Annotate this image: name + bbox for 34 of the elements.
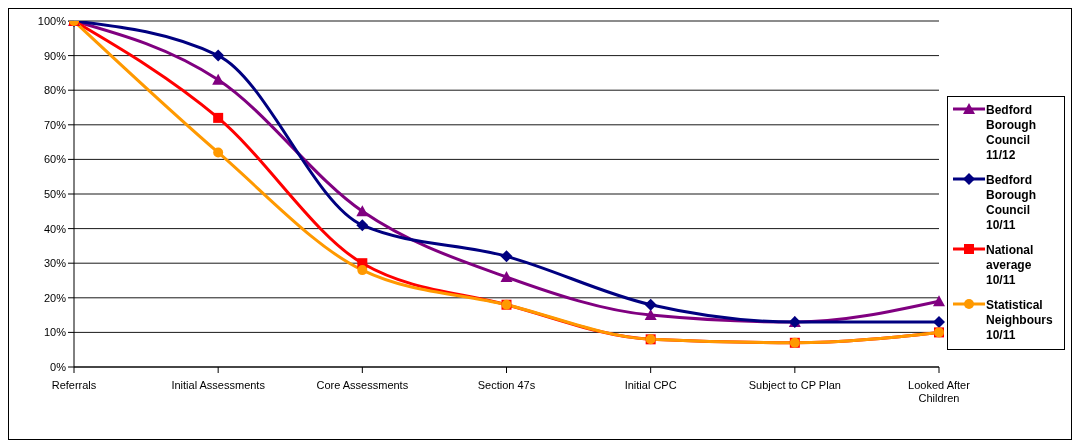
point: [644, 309, 657, 321]
x-tick-label: Subject to CP Plan: [748, 379, 841, 391]
point: [933, 316, 945, 329]
y-tick-label: 10%: [43, 326, 67, 339]
point: [212, 49, 225, 62]
legend-label: National average 10/11: [986, 243, 1035, 288]
x-tick-label: Referrals: [51, 379, 97, 391]
point: [357, 265, 368, 276]
legend-label: Statistical Neighbours 10/11: [986, 298, 1054, 343]
x-tick-label: Core Assessments: [316, 379, 409, 391]
x-tick-label: Initial CPC: [624, 379, 677, 391]
x-tick-label: Section 47s: [477, 379, 536, 391]
y-tick-label: 60%: [43, 153, 67, 166]
y-tick-label: 70%: [43, 118, 67, 131]
y-tick-label: 0%: [50, 360, 67, 373]
y-tick-label: 90%: [43, 49, 67, 62]
point: [356, 205, 369, 217]
point: [213, 147, 224, 158]
y-tick-label: 80%: [43, 84, 67, 97]
point: [500, 250, 513, 263]
y-tick-label: 30%: [43, 257, 67, 270]
y-tick-label: 20%: [43, 291, 67, 304]
point: [644, 298, 657, 311]
x-tick-label: Initial Assessments: [171, 379, 266, 391]
legend-label: Bedford Borough Council 10/11: [986, 173, 1037, 233]
y-tick-label: 100%: [37, 14, 67, 27]
point: [356, 219, 369, 232]
point: [500, 271, 513, 283]
point: [933, 295, 945, 307]
point: [213, 112, 224, 123]
y-tick-label: 50%: [43, 187, 67, 200]
x-tick-label: Looked After Children: [908, 379, 971, 404]
y-tick-label: 40%: [43, 222, 67, 235]
legend-label: Bedford Borough Council 11/12: [986, 103, 1037, 163]
